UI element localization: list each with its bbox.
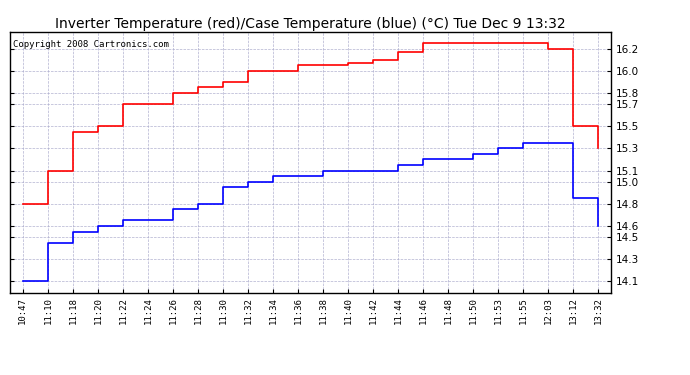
Text: Copyright 2008 Cartronics.com: Copyright 2008 Cartronics.com: [13, 40, 169, 49]
Title: Inverter Temperature (red)/Case Temperature (blue) (°C) Tue Dec 9 13:32: Inverter Temperature (red)/Case Temperat…: [55, 17, 566, 31]
